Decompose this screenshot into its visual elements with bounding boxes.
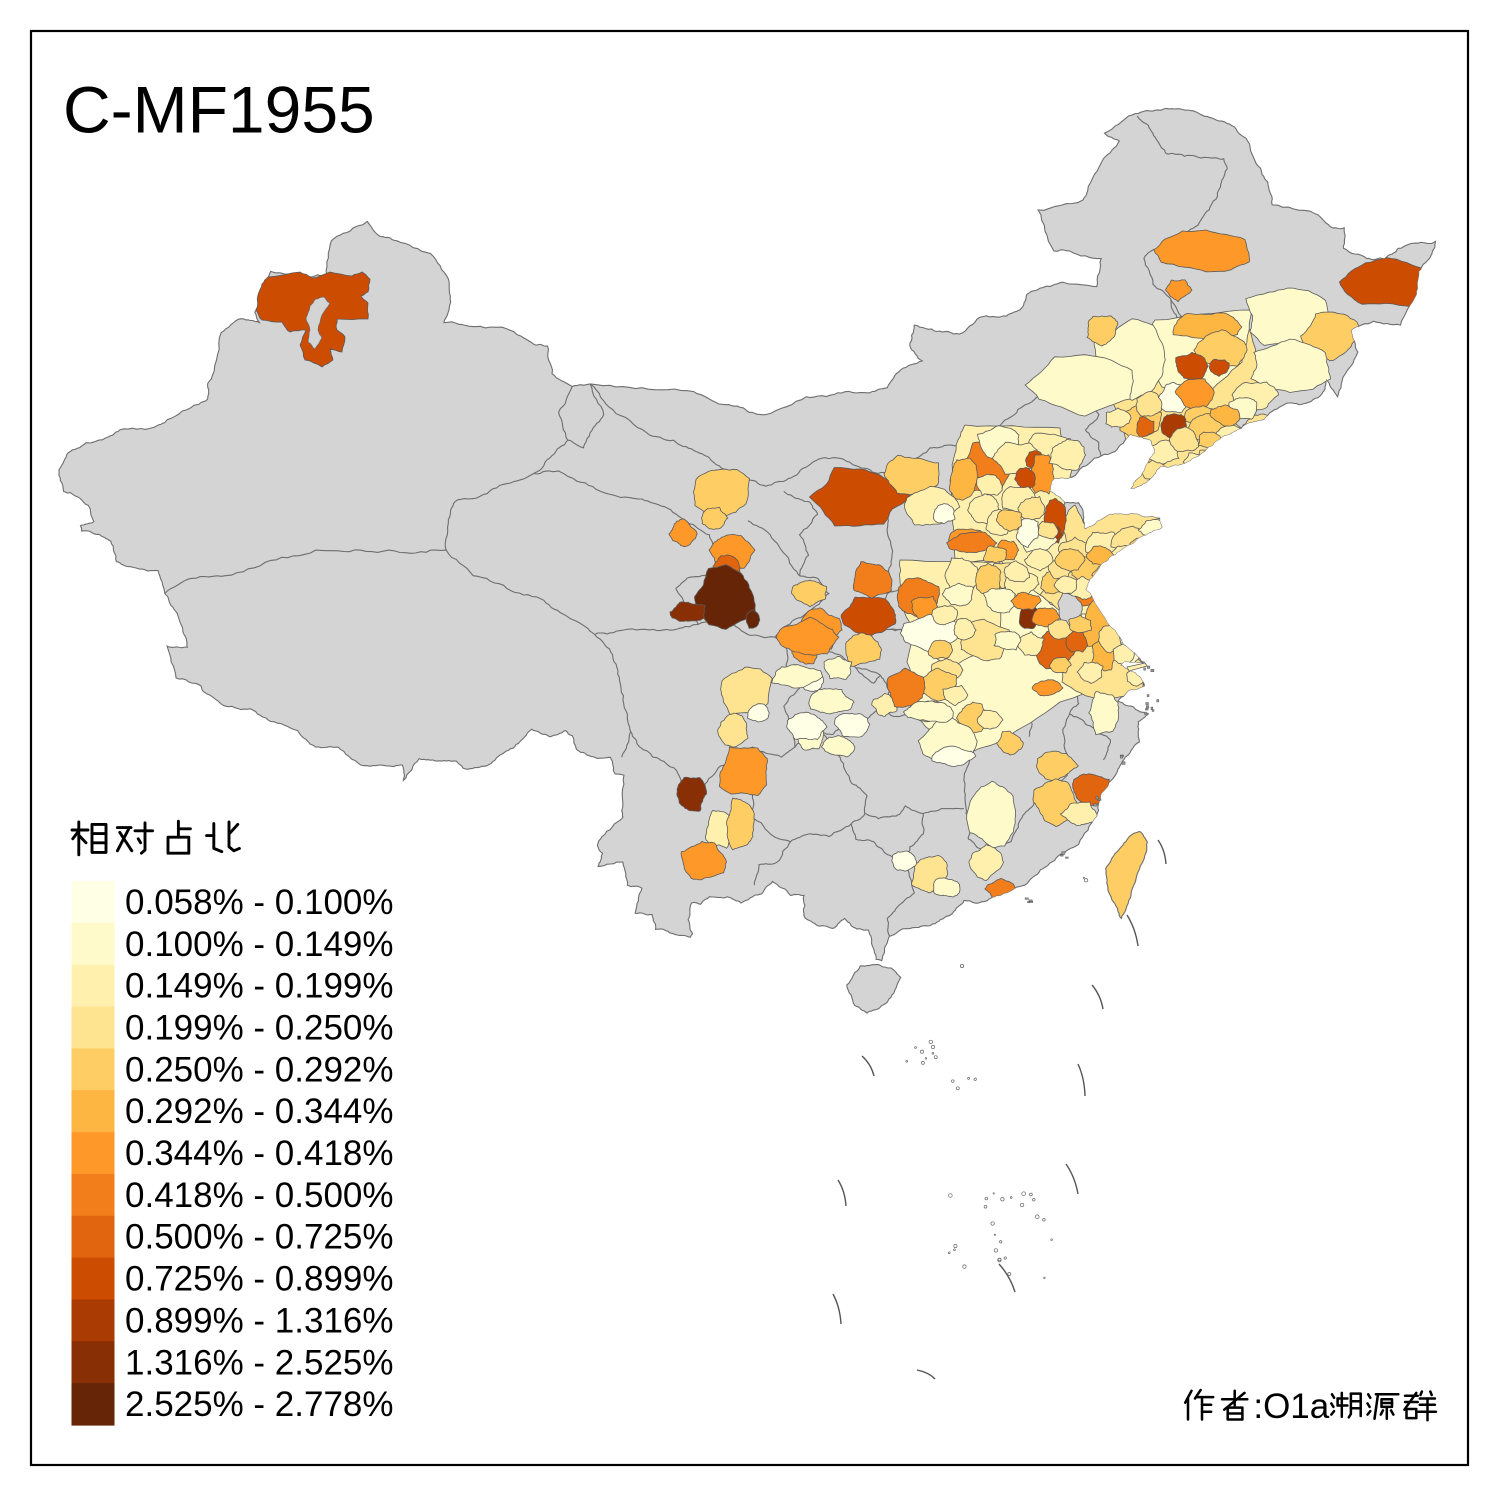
svg-text:0.058% - 0.100%: 0.058% - 0.100%	[125, 883, 394, 922]
svg-text:0.100% - 0.149%: 0.100% - 0.149%	[125, 925, 394, 964]
svg-text:0.292% - 0.344%: 0.292% - 0.344%	[125, 1092, 394, 1131]
svg-text:0.725% - 0.899%: 0.725% - 0.899%	[125, 1260, 394, 1299]
svg-text:1: 1	[1290, 1387, 1309, 1426]
svg-text:0.418% - 0.500%: 0.418% - 0.500%	[125, 1176, 394, 1215]
svg-text:2.525% - 2.778%: 2.525% - 2.778%	[125, 1385, 394, 1424]
svg-text:0.149% - 0.199%: 0.149% - 0.199%	[125, 967, 394, 1006]
svg-text:0.344% - 0.418%: 0.344% - 0.418%	[125, 1134, 394, 1173]
svg-text:0.500% - 0.725%: 0.500% - 0.725%	[125, 1218, 394, 1257]
svg-text:C-MF1955: C-MF1955	[63, 73, 375, 147]
svg-text:0.899% - 1.316%: 0.899% - 1.316%	[125, 1301, 394, 1340]
svg-text:a: a	[1310, 1387, 1330, 1426]
svg-text:O: O	[1263, 1387, 1290, 1426]
svg-text:0.199% - 0.250%: 0.199% - 0.250%	[125, 1009, 394, 1048]
svg-text::: :	[1253, 1387, 1263, 1426]
svg-text:0.250% - 0.292%: 0.250% - 0.292%	[125, 1050, 394, 1089]
svg-text:1.316% - 2.525%: 1.316% - 2.525%	[125, 1343, 394, 1382]
